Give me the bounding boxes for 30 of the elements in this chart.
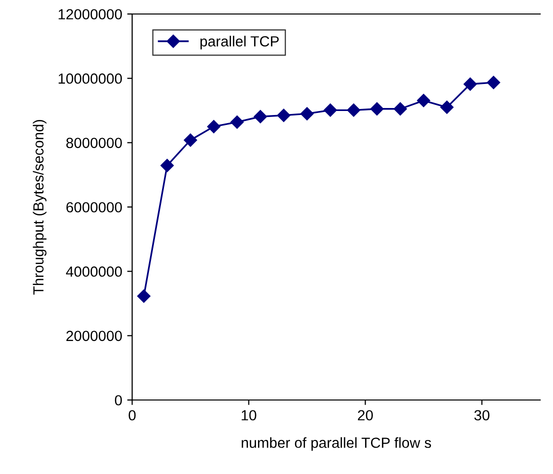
point — [160, 158, 174, 172]
point — [440, 100, 454, 114]
point — [277, 108, 290, 122]
y-tick-label: 4000000 — [66, 266, 122, 277]
point — [254, 110, 267, 124]
point — [417, 94, 430, 108]
point — [370, 102, 384, 116]
point — [486, 76, 500, 90]
point — [324, 104, 337, 117]
point — [300, 107, 314, 120]
y-tick-label: 2000000 — [66, 330, 122, 342]
point — [347, 104, 360, 117]
point — [207, 120, 220, 134]
point — [230, 115, 244, 129]
x-axis-title: number of parallel TCP flow s — [242, 437, 432, 451]
x-tick-label: 20 — [358, 410, 373, 420]
point — [464, 78, 477, 91]
y-tick-label: 12000000 — [58, 9, 122, 20]
y-tick-label: 10000000 — [58, 73, 122, 84]
x-tick-label: 0 — [128, 410, 136, 420]
point — [184, 134, 198, 147]
y-tick-label: 6000000 — [66, 202, 122, 212]
point — [137, 290, 150, 303]
point — [394, 102, 407, 116]
legend-label: parallel TCP — [200, 36, 279, 50]
y-tick-label: 0 — [114, 395, 122, 406]
x-tick-label: 10 — [242, 410, 256, 420]
x-tick-label: 30 — [474, 410, 490, 420]
y-axis-title: Throughput (Bytes/second) — [32, 120, 46, 295]
y-tick-label: 8000000 — [66, 138, 122, 148]
